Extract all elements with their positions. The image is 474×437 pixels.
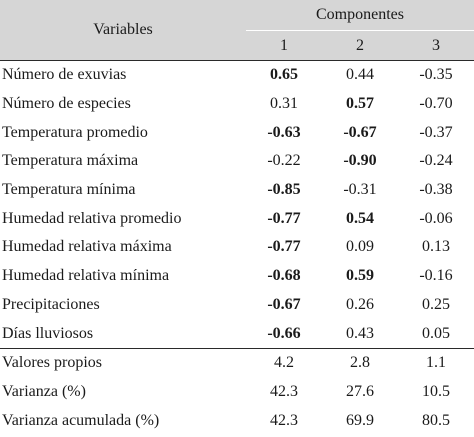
- cell-value: -0.66: [267, 324, 301, 342]
- row-label: Número de especies: [2, 95, 131, 113]
- cell-value: -0.63: [267, 123, 301, 141]
- summary-value: 69.9: [346, 411, 374, 429]
- cell-value: -0.22: [267, 152, 301, 170]
- summary-value: 27.6: [346, 382, 374, 400]
- summary-row: Varianza (%) 42.3 27.6 10.5: [0, 378, 474, 407]
- cell-value: 0.59: [346, 267, 374, 285]
- row-label: Temperatura mínima: [2, 181, 136, 199]
- cell-value: 0.54: [346, 209, 374, 227]
- header-variables: Variables: [0, 0, 246, 61]
- cell-value: 0.13: [422, 238, 450, 256]
- cell-value: -0.35: [419, 66, 453, 84]
- summary-row: Valores propios 4.2 2.8 1.1: [0, 347, 474, 378]
- table-header: Variables Componentes 1 2 3: [0, 0, 474, 61]
- cell-value: 0.05: [422, 324, 450, 342]
- cell-value: -0.90: [343, 152, 377, 170]
- row-label: Humedad relativa máxima: [2, 238, 172, 256]
- cell-value: 0.43: [346, 324, 374, 342]
- table-row: Temperatura máxima -0.22 -0.90 -0.24: [0, 147, 474, 176]
- row-label: Humedad relativa promedio: [2, 209, 182, 227]
- cell-value: -0.67: [267, 295, 301, 313]
- header-componentes: Componentes: [246, 0, 474, 31]
- cell-value: 0.57: [346, 95, 374, 113]
- table-row: Humedad relativa promedio -0.77 0.54 -0.…: [0, 204, 474, 233]
- summary-value: 42.3: [270, 382, 298, 400]
- table-row: Temperatura promedio -0.63 -0.67 -0.37: [0, 118, 474, 147]
- summary-label: Varianza acumulada (%): [2, 411, 160, 429]
- table-row: Número de especies 0.31 0.57 -0.70: [0, 90, 474, 119]
- summary-label: Valores propios: [0, 347, 246, 378]
- row-label: Número de exuvias: [2, 66, 127, 84]
- cell-value: -0.16: [419, 267, 453, 285]
- cell-value: -0.77: [267, 209, 301, 227]
- summary-value: 80.5: [422, 411, 450, 429]
- table-row: Humedad relativa mínima -0.68 0.59 -0.16: [0, 262, 474, 291]
- table-body: Número de exuvias 0.65 0.44 -0.35 Número…: [0, 61, 474, 435]
- row-label: Humedad relativa mínima: [2, 267, 170, 285]
- summary-value: 42.3: [270, 411, 298, 429]
- header-component-2: 2: [322, 30, 398, 61]
- table-row: Número de exuvias 0.65 0.44 -0.35: [0, 61, 474, 90]
- cell-value: -0.38: [419, 181, 453, 199]
- summary-value: 4.2: [246, 347, 322, 378]
- cell-value: 0.31: [270, 95, 298, 113]
- cell-value: -0.85: [267, 181, 301, 199]
- cell-value: 0.09: [346, 238, 374, 256]
- cell-value: -0.70: [419, 95, 453, 113]
- cell-value: -0.24: [419, 152, 453, 170]
- cell-value: 0.44: [346, 66, 374, 84]
- summary-label: Varianza (%): [2, 382, 86, 400]
- cell-value: 0.26: [346, 295, 374, 313]
- summary-row: Varianza acumulada (%) 42.3 69.9 80.5: [0, 406, 474, 435]
- row-label: Temperatura promedio: [2, 123, 148, 141]
- table-row: Temperatura mínima -0.85 -0.31 -0.38: [0, 176, 474, 205]
- cell-value: -0.37: [419, 123, 453, 141]
- row-label: Temperatura máxima: [2, 152, 139, 170]
- header-component-1: 1: [246, 30, 322, 61]
- cell-value: -0.68: [267, 267, 301, 285]
- summary-value: 2.8: [322, 347, 398, 378]
- cell-value: -0.06: [419, 209, 453, 227]
- table-row: Humedad relativa máxima -0.77 0.09 0.13: [0, 233, 474, 262]
- cell-value: 0.65: [270, 66, 298, 84]
- table-row: Días lluviosos -0.66 0.43 0.05: [0, 319, 474, 348]
- summary-value: 1.1: [398, 347, 474, 378]
- cell-value: -0.77: [267, 238, 301, 256]
- cell-value: -0.67: [343, 123, 377, 141]
- row-label: Días lluviosos: [2, 324, 94, 342]
- row-label: Precipitaciones: [2, 295, 100, 313]
- cell-value: 0.25: [422, 295, 450, 313]
- summary-value: 10.5: [422, 382, 450, 400]
- cell-value: -0.31: [343, 181, 377, 199]
- table-row: Precipitaciones -0.67 0.26 0.25: [0, 291, 474, 320]
- header-component-3: 3: [398, 30, 474, 61]
